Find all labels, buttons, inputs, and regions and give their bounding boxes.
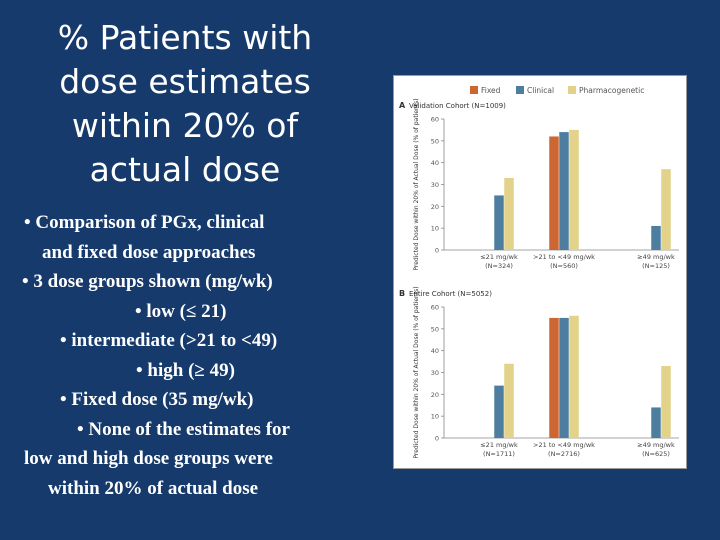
x-tick-label: (N=560) — [550, 262, 578, 270]
legend-swatch — [516, 86, 524, 94]
x-tick-label: ≤21 mg/wk — [480, 253, 518, 261]
panel-letter: B — [399, 289, 405, 298]
bar — [661, 169, 671, 250]
x-tick-label: (N=625) — [642, 450, 670, 458]
bullet-line: • None of the estimates for — [77, 418, 290, 440]
x-tick-label: >21 to <49 mg/wk — [533, 253, 595, 261]
chart-figure: Fixed Clinical Pharmacogenetic A Validation … — [393, 75, 687, 469]
bullet-line: within 20% of actual dose — [48, 477, 259, 499]
legend-swatch — [568, 86, 576, 94]
y-tick-label: 10 — [431, 413, 439, 421]
bullet-line: • low (≤ 21) — [135, 300, 227, 322]
legend-swatch — [470, 86, 478, 94]
y-tick-label: 50 — [431, 137, 439, 145]
bar — [651, 407, 661, 438]
bar — [549, 136, 559, 250]
panel-title: Entire Cohort (N=5052) — [409, 290, 492, 298]
y-tick-label: 20 — [431, 391, 439, 399]
y-tick-label: 20 — [431, 203, 439, 211]
bullet-list: • Comparison of PGx, clinical and fixed d… — [12, 208, 352, 503]
bar — [504, 363, 514, 438]
x-tick-label: ≥49 mg/wk — [637, 253, 675, 261]
bar — [569, 129, 579, 250]
title-line: actual dose — [89, 150, 281, 189]
bullet-line: • intermediate (>21 to <49) — [60, 330, 278, 351]
bullet-line: • Comparison of PGx, clinical — [24, 212, 265, 233]
y-tick-label: 0 — [435, 247, 439, 255]
y-tick-label: 30 — [431, 369, 439, 377]
bar — [651, 225, 661, 250]
bullet-line: low and high dose groups were — [24, 448, 273, 469]
x-tick-label: ≤21 mg/wk — [480, 441, 518, 449]
bullet-line: • 3 dose groups shown (mg/wk) — [22, 271, 273, 292]
x-tick-label: (N=2716) — [548, 450, 580, 458]
y-tick-label: 40 — [431, 347, 439, 355]
y-tick-label: 10 — [431, 225, 439, 233]
bar — [559, 317, 569, 438]
y-tick-label: 40 — [431, 159, 439, 167]
y-tick-label: 50 — [431, 325, 439, 333]
legend-label: Clinical — [527, 86, 554, 95]
title-line: % Patients with — [57, 18, 313, 57]
panel-letter: A — [399, 101, 406, 110]
x-tick-label: (N=1711) — [483, 450, 515, 458]
legend-label: Fixed — [481, 86, 501, 95]
slide-title: % Patients with dose estimates within 20% … — [20, 16, 350, 192]
bar-chart: Fixed Clinical Pharmacogenetic A Validation … — [399, 86, 679, 459]
bar — [661, 365, 671, 438]
title-line: within 20% of — [71, 106, 299, 145]
panel-title: Validation Cohort (N=1009) — [409, 102, 506, 110]
y-tick-label: 0 — [435, 435, 439, 443]
y-tick-label: 60 — [431, 304, 439, 312]
x-tick-label: (N=324) — [485, 262, 513, 270]
x-tick-label: ≥49 mg/wk — [637, 441, 675, 449]
y-axis-label: Predicted Dose within 20% of Actual Dose… — [413, 286, 420, 458]
bullet-line: and fixed dose approaches — [42, 241, 256, 263]
bar — [549, 317, 559, 438]
title-line: dose estimates — [59, 62, 311, 101]
y-axis-label: Predicted Dose within 20% of Actual Dose… — [413, 98, 420, 270]
bar — [559, 132, 569, 250]
legend-label: Pharmacogenetic — [579, 86, 644, 95]
y-tick-label: 30 — [431, 181, 439, 189]
bullet-line: • Fixed dose (35 mg/wk) — [60, 389, 254, 410]
bar — [569, 315, 579, 438]
bar — [494, 195, 504, 250]
bar — [494, 385, 504, 438]
x-tick-label: (N=125) — [642, 262, 670, 270]
bar — [504, 177, 514, 250]
bullet-line: • high (≥ 49) — [136, 359, 235, 381]
x-tick-label: >21 to <49 mg/wk — [533, 441, 595, 449]
y-tick-label: 60 — [431, 116, 439, 124]
